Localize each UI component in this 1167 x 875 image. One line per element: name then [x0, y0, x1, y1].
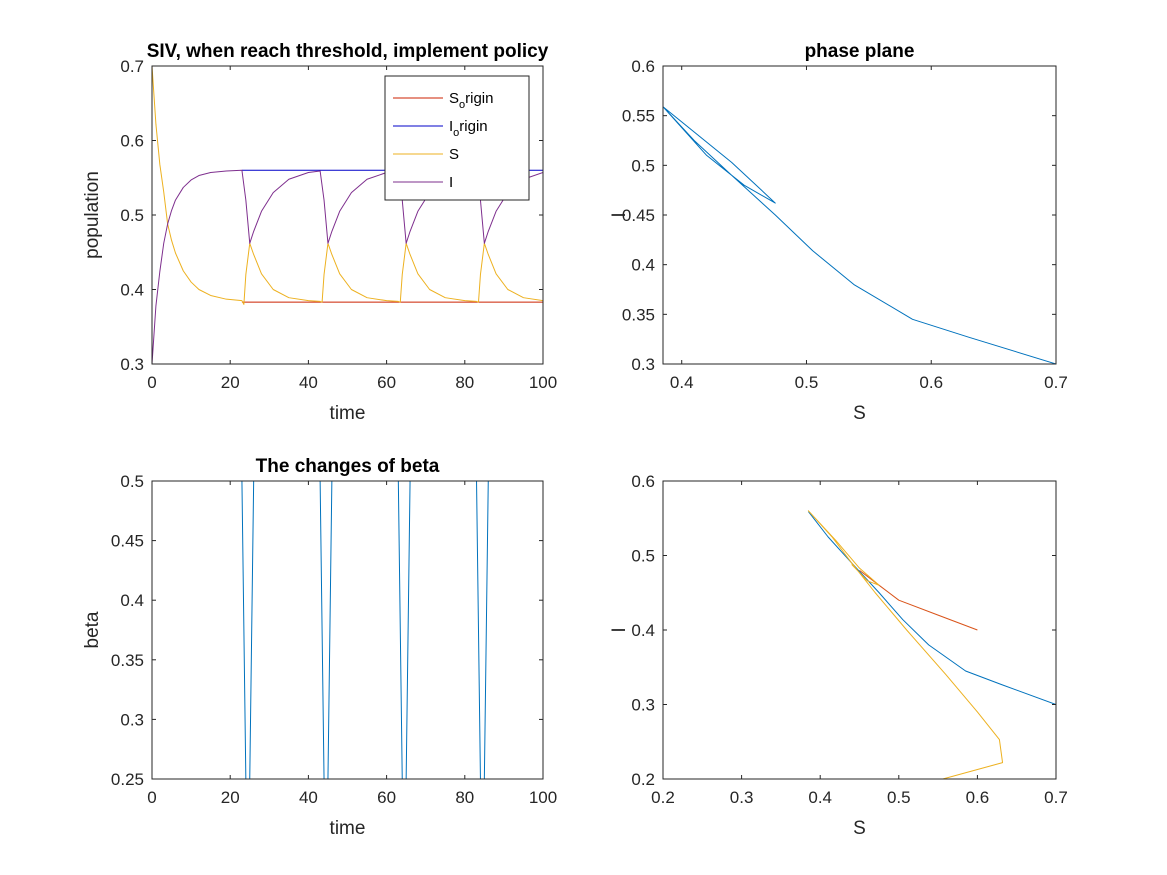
y-tick-label: 0.35 [622, 305, 655, 324]
x-tick-label: 0.5 [887, 788, 911, 807]
chart-title: The changes of beta [256, 456, 440, 477]
x-tick-label: 0.4 [808, 788, 832, 807]
chart-phase2: 0.2 0.3 0.4 0.5 0.6 0.7 0.2 0.3 0.4 0.5 0.6 S I [609, 472, 1068, 839]
x-tick-label: 60 [377, 373, 396, 392]
y-tick-label: 0.4 [120, 281, 144, 300]
plot-area [152, 481, 543, 779]
y-tick-label: 0.7 [120, 57, 144, 76]
legend-box [384, 75, 530, 201]
chart-phase: 0.4 0.5 0.6 0.7 0.3 0.35 0.4 0.45 0.5 0.55 0.6 phas… [609, 41, 1068, 424]
x-tick-label: 100 [529, 788, 557, 807]
series-line-orange [663, 510, 1004, 779]
series-line-red [859, 570, 978, 631]
y-tick-label: 0.55 [622, 107, 655, 126]
y-axis-label: beta [82, 611, 103, 648]
x-tick-label: 0.6 [966, 788, 990, 807]
legend-entry-s_origin: Sorigin [449, 90, 494, 111]
series-line-s [152, 66, 543, 305]
y-tick-label: 0.6 [120, 132, 144, 151]
y-tick-label: 0.4 [631, 256, 655, 275]
x-tick-label: 0.5 [795, 373, 819, 392]
x-tick-label: 100 [529, 373, 557, 392]
x-tick-label: 0.3 [730, 788, 754, 807]
x-tick-label: 80 [455, 788, 474, 807]
x-tick-label: 40 [299, 373, 318, 392]
x-axis-label: S [853, 403, 866, 424]
y-tick-label: 0.45 [622, 206, 655, 225]
x-tick-label: 60 [377, 788, 396, 807]
y-tick-label: 0.2 [631, 770, 655, 789]
y-tick-label: 0.5 [120, 206, 144, 225]
legend: Sorigin Iorigin SI [384, 75, 530, 201]
y-axis-label: population [82, 171, 103, 259]
y-tick-label: 0.6 [631, 472, 655, 491]
y-tick-label: 0.4 [631, 621, 655, 640]
plot-area [663, 66, 1056, 364]
y-tick-label: 0.3 [120, 355, 144, 374]
x-tick-label: 0.2 [651, 788, 675, 807]
x-axis-label: time [330, 403, 366, 424]
y-axis-label: I [609, 627, 630, 632]
series-line-traj [663, 106, 1056, 364]
y-tick-label: 0.3 [631, 355, 655, 374]
y-axis-label: I [609, 212, 630, 217]
y-tick-label: 0.5 [631, 547, 655, 566]
x-tick-label: 80 [455, 373, 474, 392]
axes-frame [151, 480, 544, 780]
series-line-blue [808, 511, 1056, 705]
x-tick-label: 40 [299, 788, 318, 807]
y-tick-label: 0.35 [111, 651, 144, 670]
x-axis-label: S [853, 818, 866, 839]
y-tick-label: 0.3 [120, 710, 144, 729]
x-tick-label: 0 [147, 788, 156, 807]
series-group [663, 510, 1056, 779]
y-tick-label: 0.3 [631, 696, 655, 715]
legend-entry-i: I [449, 174, 453, 191]
y-tick-label: 0.5 [631, 156, 655, 175]
x-tick-label: 0.7 [1044, 373, 1068, 392]
series-group [663, 106, 1056, 364]
x-tick-label: 20 [221, 373, 240, 392]
y-tick-label: 0.45 [111, 532, 144, 551]
x-tick-label: 0.6 [919, 373, 943, 392]
legend-entry-i_origin: Iorigin [449, 118, 488, 139]
y-tick-label: 0.6 [631, 57, 655, 76]
x-tick-label: 0.7 [1044, 788, 1068, 807]
plot-area [663, 481, 1056, 779]
x-axis-label: time [330, 818, 366, 839]
chart-beta: 0 20 40 60 80 100 0.25 0.3 0.35 0.4 0.45 0.5 The cha… [82, 456, 557, 839]
x-tick-label: 0.4 [670, 373, 694, 392]
legend-entry-s: S [449, 146, 459, 163]
x-tick-label: 20 [221, 788, 240, 807]
y-tick-label: 0.4 [120, 591, 144, 610]
chart-title: SIV, when reach threshold, implement pol… [147, 41, 549, 62]
chart-title: phase plane [805, 41, 915, 62]
y-tick-label: 0.5 [120, 472, 144, 491]
y-tick-label: 0.25 [111, 770, 144, 789]
x-tick-label: 0 [147, 373, 156, 392]
